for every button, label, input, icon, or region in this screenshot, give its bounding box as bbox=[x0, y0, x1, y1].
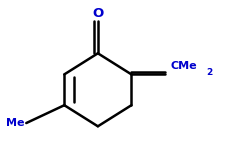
Text: O: O bbox=[92, 7, 104, 20]
Text: Me: Me bbox=[5, 118, 24, 128]
Text: CMe: CMe bbox=[171, 61, 197, 71]
Text: 2: 2 bbox=[206, 68, 212, 77]
